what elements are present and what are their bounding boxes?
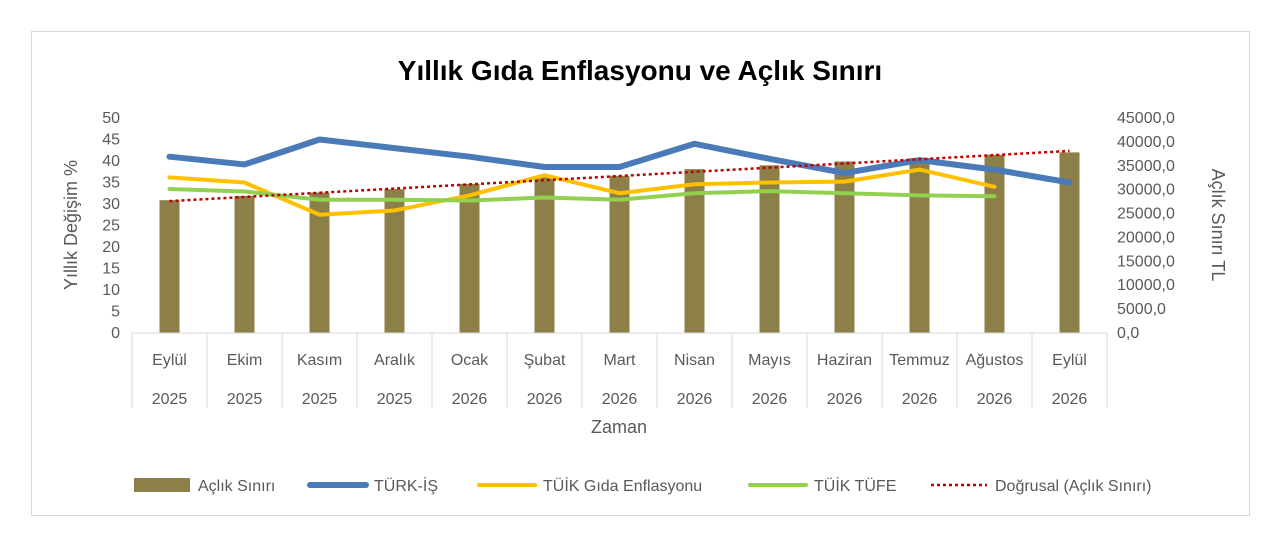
y-tick-label: 45	[102, 132, 120, 149]
bar	[534, 177, 555, 333]
x-tick-label-year: 2026	[1052, 391, 1088, 408]
legend-label: Doğrusal (Açlık Sınırı)	[995, 478, 1151, 495]
x-tick-label-month: Mayıs	[748, 352, 791, 369]
legend-swatch	[134, 478, 190, 492]
x-tick-label-month: Nisan	[674, 352, 715, 369]
bar	[459, 183, 480, 333]
bar	[759, 165, 780, 333]
plot-area: 051015202530354045500,05000,010000,01500…	[102, 110, 1175, 408]
x-tick-label-year: 2026	[827, 391, 863, 408]
bar	[984, 154, 1005, 333]
y2-tick-label: 30000,0	[1117, 182, 1175, 199]
x-axis-title: Zaman	[591, 417, 647, 437]
legend: Açlık Sınırı TÜRK-İŞ TÜİK Gıda Enflasyonu T…	[134, 476, 1151, 495]
y-tick-label: 0	[111, 325, 120, 342]
y-tick-label: 10	[102, 282, 120, 299]
x-tick-label-month: Ağustos	[966, 352, 1024, 369]
x-tick-label-year: 2025	[377, 391, 413, 408]
x-tick-label-month: Eylül	[152, 352, 187, 369]
y2-tick-label: 45000,0	[1117, 110, 1175, 127]
x-tick-label-month: Kasım	[297, 352, 342, 369]
y2-tick-label: 25000,0	[1117, 206, 1175, 223]
x-tick-label-year: 2026	[902, 391, 938, 408]
x-tick-label-month: Ekim	[227, 352, 263, 369]
x-tick-label-year: 2026	[752, 391, 788, 408]
y-tick-label: 40	[102, 153, 120, 170]
x-tick-label-month: Mart	[604, 352, 637, 369]
bar	[159, 200, 180, 333]
series-line	[167, 167, 997, 217]
bar	[684, 169, 705, 333]
legend-label: TÜİK Gıda Enflasyonu	[543, 476, 702, 495]
x-tick-label-year: 2026	[977, 391, 1013, 408]
y2-axis-title: Açlık Sınırı TL	[1208, 169, 1228, 282]
x-tick-label-month: Ocak	[451, 352, 489, 369]
x-tick-label-month: Temmuz	[889, 352, 949, 369]
x-tick-label-year: 2026	[527, 391, 563, 408]
x-tick-label-month: Haziran	[817, 352, 872, 369]
x-tick-label-year: 2025	[152, 391, 188, 408]
y-tick-label: 15	[102, 261, 120, 278]
y2-tick-label: 40000,0	[1117, 134, 1175, 151]
y-tick-label: 50	[102, 110, 120, 127]
chart-frame: Yıllık Gıda Enflasyonu ve Açlık Sınırı 0…	[31, 31, 1250, 516]
x-tick-label-year: 2025	[227, 391, 263, 408]
y-axis-title: Yıllık Değişim %	[61, 160, 81, 290]
x-tick-label-year: 2026	[452, 391, 488, 408]
y2-tick-label: 10000,0	[1117, 277, 1175, 294]
series-line	[167, 186, 997, 203]
chart-canvas: Yıllık Gıda Enflasyonu ve Açlık Sınırı 0…	[61, 55, 1228, 495]
legend-label: TÜİK TÜFE	[814, 476, 896, 495]
y2-tick-label: 5000,0	[1117, 301, 1166, 318]
x-tick-label-month: Aralık	[374, 352, 416, 369]
legend-label: Açlık Sınırı	[198, 478, 275, 495]
bar	[909, 158, 930, 333]
y-tick-label: 30	[102, 196, 120, 213]
y-tick-label: 20	[102, 239, 120, 256]
chart-title: Yıllık Gıda Enflasyonu ve Açlık Sınırı	[398, 55, 882, 86]
y-tick-label: 25	[102, 218, 120, 235]
x-tick-label-month: Şubat	[524, 352, 566, 369]
trendline	[169, 149, 1070, 203]
y-tick-label: 5	[111, 304, 120, 321]
x-tick-label-year: 2026	[602, 391, 638, 408]
y-tick-label: 35	[102, 175, 120, 192]
y2-tick-label: 20000,0	[1117, 229, 1175, 246]
x-tick-label-year: 2026	[677, 391, 713, 408]
x-tick-label-year: 2025	[302, 391, 338, 408]
bar	[1059, 152, 1080, 333]
bar	[834, 161, 855, 333]
bar	[384, 189, 405, 333]
bar	[609, 175, 630, 333]
y2-tick-label: 15000,0	[1117, 253, 1175, 270]
y2-tick-label: 0,0	[1117, 325, 1139, 342]
x-tick-label-month: Eylül	[1052, 352, 1087, 369]
bar	[234, 195, 255, 333]
legend-label: TÜRK-İŞ	[374, 476, 438, 495]
bar	[309, 192, 330, 333]
y2-tick-label: 35000,0	[1117, 158, 1175, 175]
